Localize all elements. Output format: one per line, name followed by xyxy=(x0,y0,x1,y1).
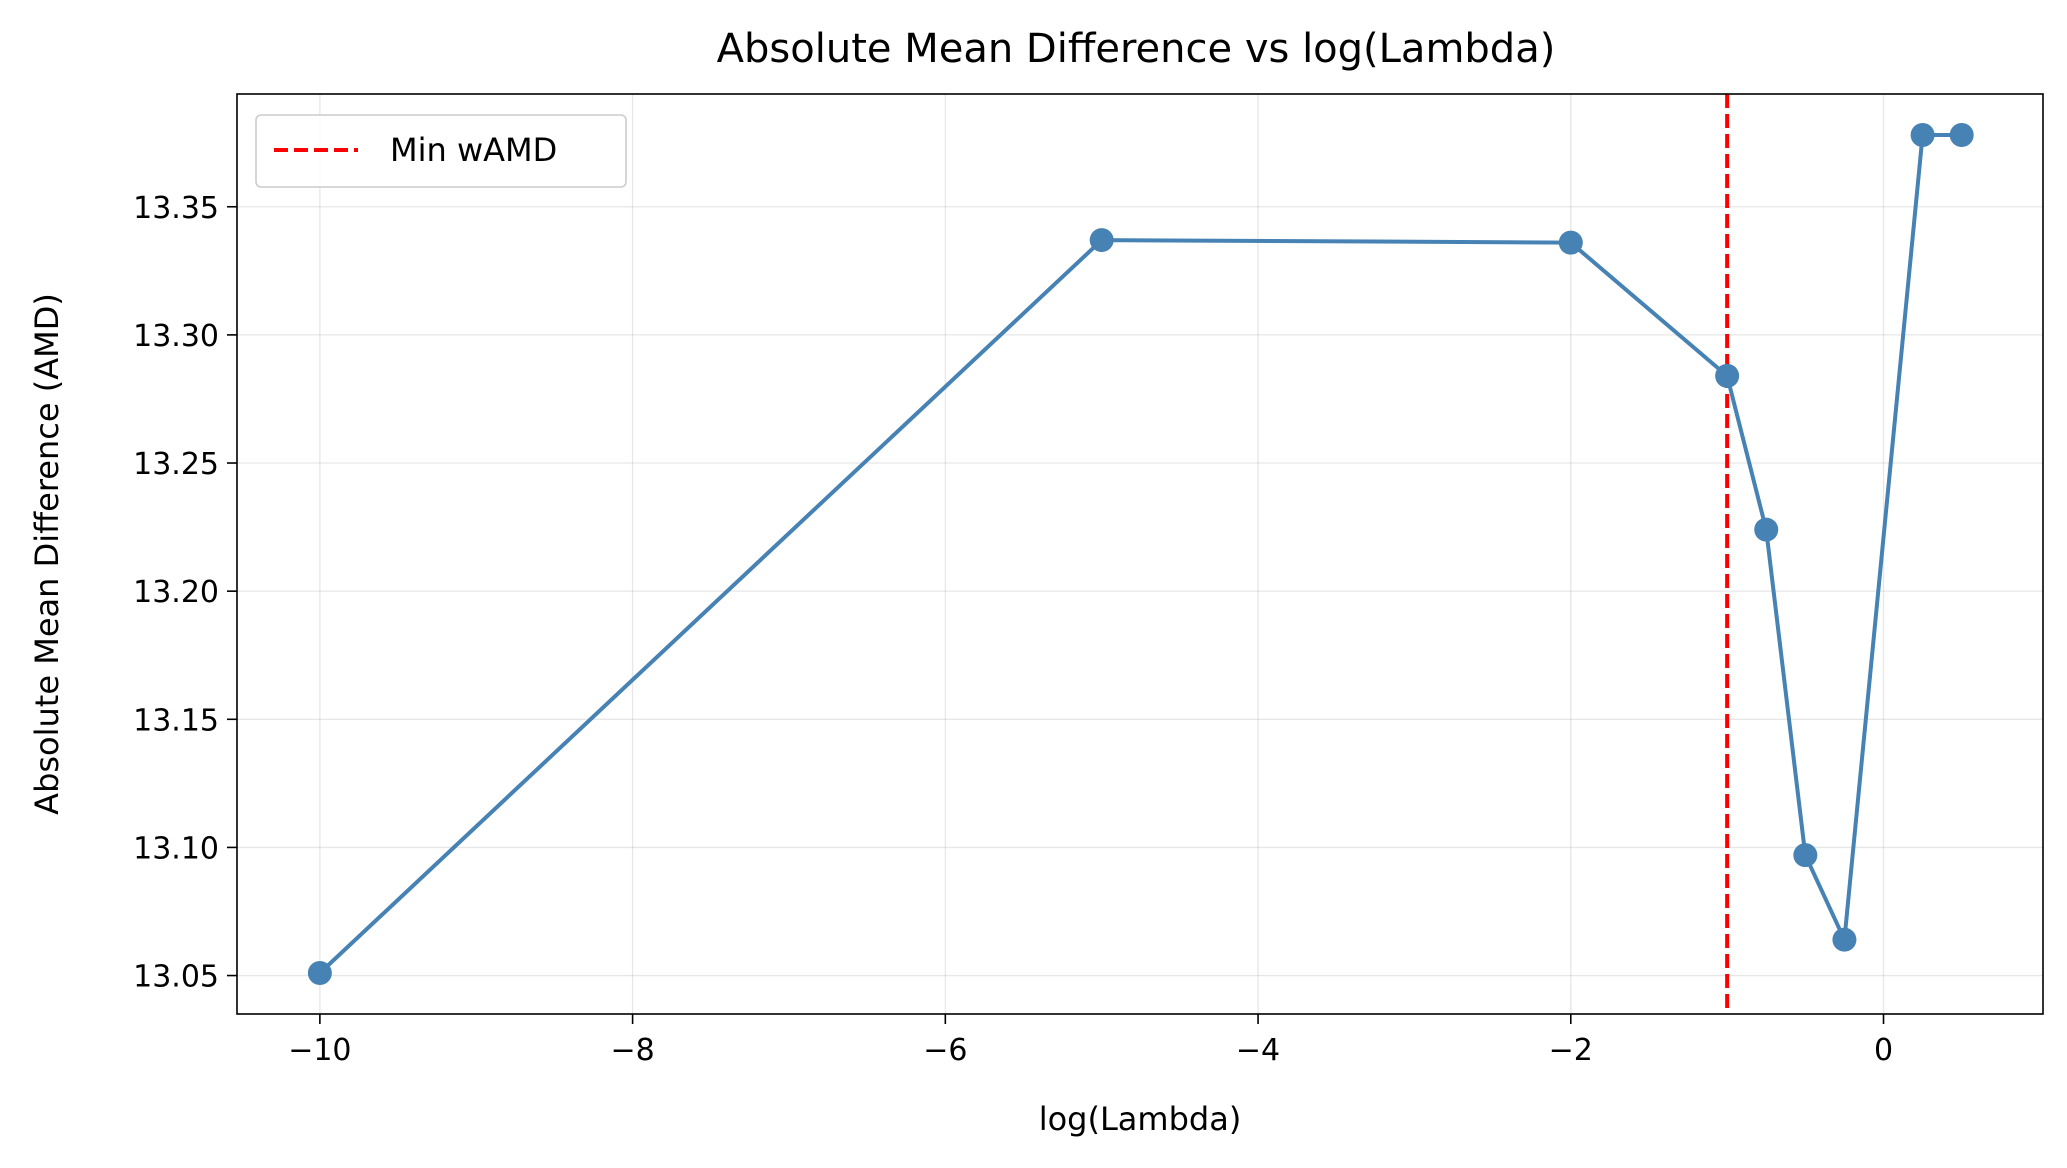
y-tick-label: 13.30 xyxy=(133,319,219,354)
x-axis-label: log(Lambda) xyxy=(1039,1100,1242,1138)
plot-background xyxy=(237,94,2043,1014)
x-tick-label: −2 xyxy=(1549,1033,1593,1068)
data-point xyxy=(1793,843,1818,868)
grid xyxy=(237,94,2043,1014)
y-tick-label: 13.15 xyxy=(133,703,219,738)
data-point xyxy=(1832,927,1857,952)
x-tick-label: −4 xyxy=(1236,1033,1280,1068)
y-tick-label: 13.25 xyxy=(133,447,219,482)
y-axis-label: Absolute Mean Difference (AMD) xyxy=(28,293,66,815)
y-tick-label: 13.20 xyxy=(133,575,219,610)
legend-box xyxy=(255,114,627,188)
data-point xyxy=(1715,363,1740,388)
legend: Min wAMD xyxy=(255,114,627,188)
y-tick-label: 13.35 xyxy=(133,191,219,226)
chart-title: Absolute Mean Difference vs log(Lambda) xyxy=(717,26,1556,72)
x-axis-ticks: −10 −8 −6 −4 −2 0 xyxy=(288,1014,1893,1068)
x-tick-label: −6 xyxy=(923,1033,967,1068)
x-tick-label: −10 xyxy=(288,1033,351,1068)
legend-entry-label: Min wAMD xyxy=(390,131,557,169)
series-layer xyxy=(307,123,1974,985)
data-point xyxy=(1558,230,1583,255)
x-tick-label: 0 xyxy=(1874,1033,1893,1068)
data-point xyxy=(1910,123,1935,148)
data-point xyxy=(1754,517,1779,542)
y-tick-label: 13.05 xyxy=(133,960,219,995)
data-point xyxy=(1089,228,1114,253)
y-axis-ticks: 13.05 13.10 13.15 13.20 13.25 13.30 13.35 xyxy=(133,191,237,995)
plot-frame xyxy=(236,93,2044,1015)
x-tick-label: −8 xyxy=(610,1033,654,1068)
data-point xyxy=(307,960,332,985)
y-tick-label: 13.10 xyxy=(133,831,219,866)
data-point xyxy=(1949,123,1974,148)
